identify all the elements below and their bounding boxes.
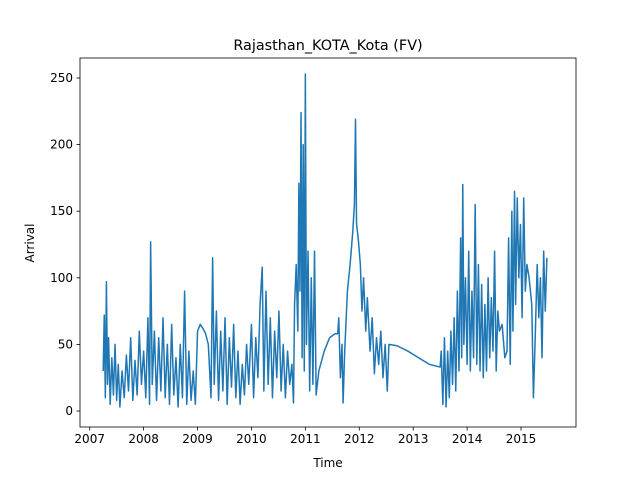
x-tick-label: 2008: [128, 432, 159, 446]
y-axis-label: Arrival: [23, 224, 37, 263]
x-tick-label: 2012: [344, 432, 375, 446]
x-axis-label: Time: [312, 456, 342, 470]
plot-frame: [79, 57, 577, 428]
x-tick-label: 2013: [398, 432, 429, 446]
x-tick-label: 2009: [182, 432, 213, 446]
x-tick-label: 2011: [290, 432, 321, 446]
data-line: [102, 73, 548, 408]
y-tick-label: 50: [58, 337, 73, 351]
y-tick-label: 250: [50, 71, 73, 85]
chart-title: Rajasthan_KOTA_Kota (FV): [233, 38, 422, 54]
y-tick-label: 100: [50, 271, 73, 285]
y-tick-label: 150: [50, 204, 73, 218]
x-tick-label: 2007: [74, 432, 105, 446]
y-tick-label: 200: [50, 138, 73, 152]
x-tick-label: 2014: [452, 432, 483, 446]
y-tick-label: 0: [65, 404, 73, 418]
x-tick-label: 2015: [506, 432, 537, 446]
x-tick-label: 2010: [236, 432, 267, 446]
